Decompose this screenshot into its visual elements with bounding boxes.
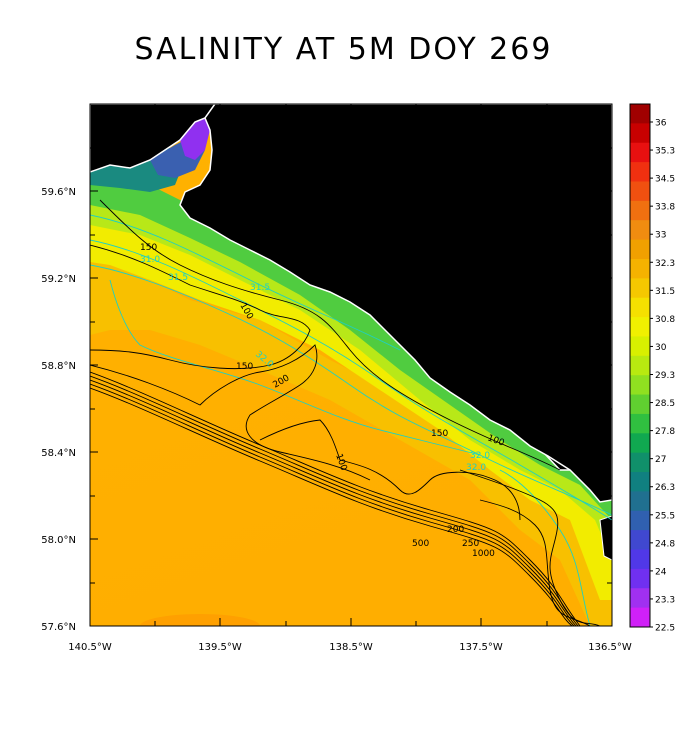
depth-label: 200 [447,525,464,535]
salinity-contours [90,214,612,626]
colorbar-label: 30.8 [655,315,675,325]
depth-label: 500 [412,539,429,549]
map-field: 150 100 150 200 100 150 100 200 250 500 … [90,104,612,626]
colorbar-label: 34.5 [655,175,675,185]
colorbar-swatch [630,568,650,589]
colorbar-label: 31.5 [655,287,675,297]
y-tick-labels: 57.6°N 58.0°N 58.4°N 58.8°N 59.2°N 59.6°… [41,187,76,633]
colorbar-label: 26.3 [655,483,675,493]
depth-label: 1000 [472,549,495,559]
colorbar-swatch [630,413,650,434]
colorbar-frame [629,103,651,628]
colorbar-swatch [630,104,650,124]
colorbar-label: 33.8 [655,203,675,213]
colorbar-swatch [630,472,650,492]
colorbar-swatch [630,336,650,357]
colorbar-label: 27.8 [655,427,675,437]
colorbar-label: 36 [655,119,667,129]
colorbar-swatch [630,220,650,241]
green-mid-band [90,172,612,520]
place-labels: Yakutat Bay Dry Bay [262,127,495,285]
y-tick-label: 57.6°N [41,622,76,633]
colorbar-label: 28.5 [655,399,675,409]
depth-label: 150 [140,243,157,253]
colorbar-label: 33 [655,231,666,241]
colorbar-swatch [630,162,650,182]
colorbar-swatch [630,588,650,609]
colorbar-swatch [630,549,650,570]
colorbar-swatch [630,297,650,318]
yellow-band [90,195,612,600]
depth-label: 150 [236,362,253,372]
colorbar-swatch [630,607,650,628]
colorbar-swatch [630,510,650,531]
colorbar-swatch [630,181,650,202]
depth-label: 150 [431,429,448,439]
colorbar-label: 35.3 [655,147,675,157]
colorbar-label: 24 [655,567,667,577]
x-tick-label: 138.5°W [329,642,373,653]
colorbar-swatch [630,123,650,144]
x-tick-label: 136.5°W [588,642,632,653]
colorbar-swatch [630,200,650,221]
shelf-band [90,250,612,626]
depth-label: 250 [462,539,479,549]
colorbar-swatch [630,278,650,299]
y-tick-label: 59.2°N [41,274,76,285]
deep-orange-patch [140,614,260,626]
x-tick-labels: 140.5°W 139.5°W 138.5°W 137.5°W 136.5°W [68,642,632,653]
colorbar-swatch [630,317,650,337]
salinity-label: 31.5 [250,283,270,293]
place-label-dry-bay: Dry Bay [399,257,495,285]
y-tick-label: 58.8°N [41,361,76,372]
salinity-label: 31.5 [168,273,188,283]
x-tick-label: 137.5°W [459,642,503,653]
map-title: SALINITY AT 5M DOY 269 [134,32,553,67]
salinity-label: 32.0 [470,451,490,461]
colorbar-label: 25.5 [655,511,675,521]
colorbar-swatch [630,530,650,551]
colorbar-label: 27 [655,455,666,465]
colorbar-swatch [630,355,650,376]
colorbar-label: 23.3 [655,595,675,605]
colorbar-swatch [630,375,650,396]
depth-contours [90,199,601,626]
place-label-yakutat-bay: Yakutat Bay [280,127,422,155]
purple-plume [180,118,210,160]
salinity-label: 32.0 [466,463,486,473]
green-light-band [90,180,612,560]
colorbar: 36 35.3 34.5 33.8 33 32.3 31.5 30.8 30 29.3 28.5 27… [629,103,675,634]
colorbar-swatch [630,394,650,415]
coastline-main [179,104,612,503]
x-tick-label: 140.5°W [68,642,112,653]
tick-marks [89,104,612,627]
colorbar-label: 29.3 [655,371,675,381]
colorbar-swatch [630,239,650,260]
salinity-label: 31.0 [140,255,160,265]
colorbar-swatch [630,258,650,279]
y-tick-label: 59.6°N [41,187,76,198]
y-tick-label: 58.4°N [41,448,76,459]
colorbar-label: 22.5 [655,624,675,634]
y-tick-label: 58.0°N [41,535,76,546]
colorbar-swatch [630,142,650,163]
colorbar-swatch [630,491,650,512]
colorbar-label: 24.8 [655,539,675,549]
colorbar-swatch [630,433,650,454]
colorbar-label: 30 [655,343,667,353]
colorbar-label: 32.3 [655,259,675,269]
colorbar-swatch [630,452,650,473]
x-tick-label: 139.5°W [198,642,242,653]
